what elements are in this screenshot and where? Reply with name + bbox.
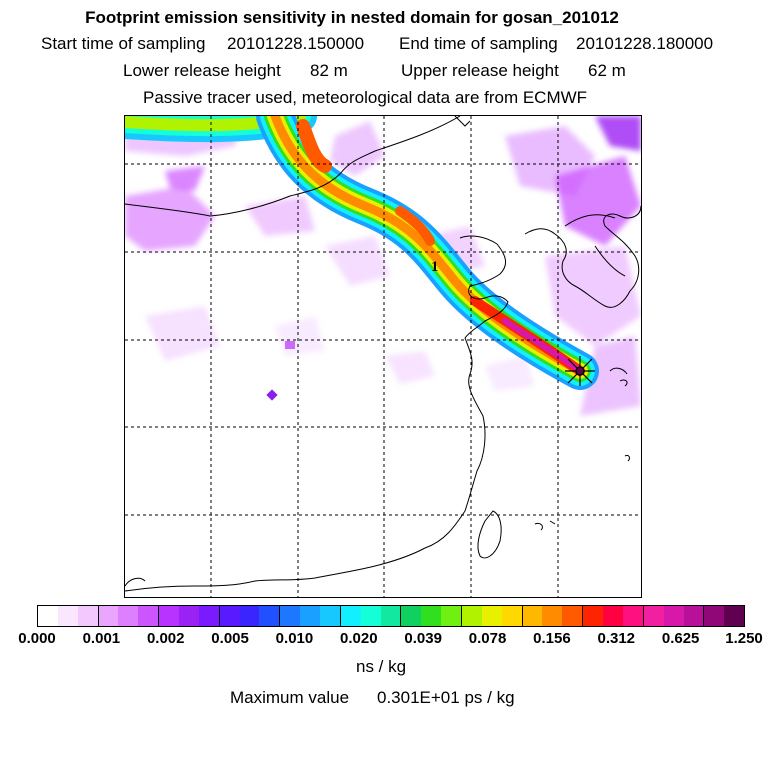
colorbar-swatch — [380, 606, 402, 626]
lower-height-value: 82 m — [310, 61, 348, 80]
end-time-value: 20101228.180000 — [576, 34, 714, 53]
colorbar-swatch — [300, 606, 321, 626]
colorbar-swatch — [663, 606, 684, 626]
colorbar-swatch — [219, 606, 240, 626]
max-value: 0.301E+01 ps / kg — [377, 688, 515, 707]
isolated-patch — [266, 389, 278, 401]
colorbar-tick-label: 0.312 — [597, 630, 636, 647]
colorbar-swatch — [603, 606, 623, 626]
colorbar-tick-label: 0.039 — [404, 630, 442, 647]
colorbar-swatch — [38, 606, 58, 626]
colorbar-swatch — [118, 606, 139, 626]
colorbar-swatch — [683, 606, 705, 626]
colorbar-tick-label: 0.078 — [468, 630, 507, 647]
end-time-label: End time of sampling — [399, 34, 558, 53]
colorbar-tick-label: 0.001 — [82, 630, 121, 647]
start-time-label: Start time of sampling — [41, 34, 206, 53]
colorbar-swatch — [340, 606, 361, 626]
colorbar-swatch — [57, 606, 78, 626]
model-note: Passive tracer used, meteorological data… — [143, 88, 588, 107]
colorbar-swatch — [724, 606, 745, 626]
colorbar-swatch — [622, 606, 644, 626]
colorbar-swatch — [280, 606, 301, 626]
colorbar-swatch — [320, 606, 341, 626]
upper-height-value: 62 m — [588, 61, 626, 80]
release-marker-label: 1 — [431, 259, 439, 275]
colorbar-swatch — [198, 606, 220, 626]
colorbar-swatch — [138, 606, 160, 626]
colorbar-swatch — [360, 606, 381, 626]
colorbar-swatch — [259, 606, 281, 626]
colorbar — [37, 605, 745, 627]
colorbar-swatch — [522, 606, 543, 626]
colorbar-swatch — [562, 606, 584, 626]
colorbar-swatch — [239, 606, 260, 626]
coastlines — [125, 116, 641, 592]
colorbar-swatch — [401, 606, 422, 626]
colorbar-swatch — [462, 606, 482, 626]
colorbar-swatch — [583, 606, 604, 626]
start-time-value: 20101228.150000 — [227, 34, 365, 53]
colorbar-tick-label: 0.005 — [211, 630, 249, 647]
colorbar-tick-label: 0.002 — [146, 630, 185, 647]
colorbar-swatch — [542, 606, 563, 626]
max-value-label: Maximum value — [230, 688, 350, 707]
colorbar-swatch — [98, 606, 119, 626]
colorbar-swatch — [77, 606, 99, 626]
receptor-star-icon — [565, 356, 595, 386]
isolated-patch — [285, 341, 295, 349]
graticule — [125, 116, 641, 597]
colorbar-swatch — [179, 606, 199, 626]
colorbar-swatch — [643, 606, 664, 626]
colorbar-tick-label: 0.010 — [275, 630, 314, 647]
colorbar-tick-label: 0.020 — [340, 630, 378, 647]
lower-height-label: Lower release height — [123, 61, 281, 80]
emission-plume — [125, 116, 599, 390]
colorbar-swatch — [441, 606, 463, 626]
map-canvas: 1 — [125, 116, 641, 597]
colorbar-tick-label: 1.250 — [725, 630, 763, 647]
footprint-map: 1 — [124, 115, 642, 598]
plot-title: Footprint emission sensitivity in nested… — [85, 8, 619, 27]
colorbar-tick-label: 0.000 — [18, 630, 56, 647]
colorbar-swatch — [481, 606, 502, 626]
colorbar-swatch — [501, 606, 523, 626]
colorbar-swatch — [704, 606, 725, 626]
colorbar-unit: ns / kg — [356, 657, 407, 676]
colorbar-swatch — [159, 606, 180, 626]
colorbar-swatch — [421, 606, 442, 626]
colorbar-tick-label: 0.156 — [533, 630, 571, 647]
colorbar-tick-label: 0.625 — [661, 630, 700, 647]
upper-height-label: Upper release height — [401, 61, 559, 80]
